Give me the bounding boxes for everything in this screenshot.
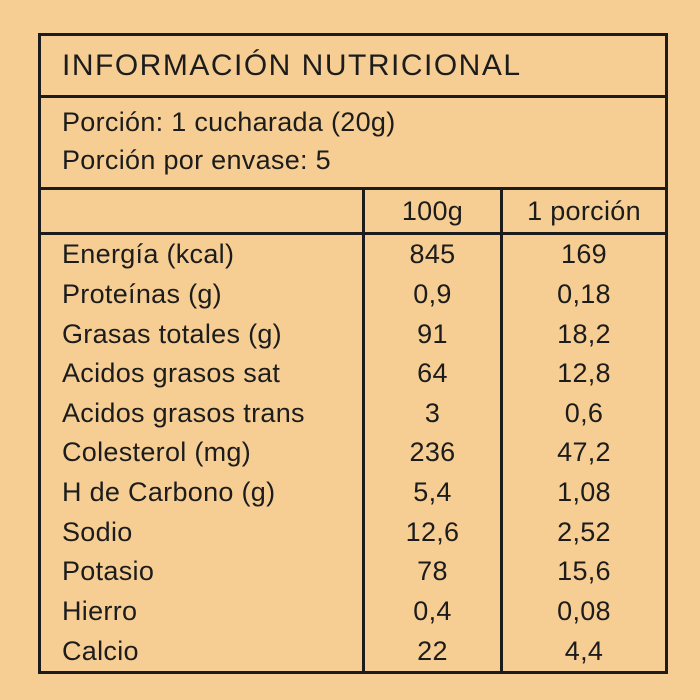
nutrition-facts-panel: INFORMACIÓN NUTRICIONAL Porción: 1 cucha… [38, 33, 668, 674]
row-sodio-name: Sodio [62, 516, 133, 547]
row-proteinas-100g: 0,9 [362, 274, 500, 315]
row-potasio-name: Potasio [62, 556, 155, 587]
row-grasos-trans-name: Acidos grasos trans [62, 397, 305, 428]
row-calcio-portion: 4,4 [500, 631, 665, 671]
row-grasas-totales-100g: 91 [362, 314, 500, 354]
row-colesterol-name: Colesterol (mg) [62, 437, 252, 468]
row-energia-name: Energía (kcal) [62, 239, 235, 270]
row-grasos-sat-100g: 64 [362, 353, 500, 394]
nutrition-grid: 100g 1 porción Energía (kcal) 845 169 Pr… [41, 190, 665, 671]
row-carbono-name: H de Carbono (g) [62, 477, 276, 508]
row-colesterol-100g: 236 [362, 433, 500, 473]
servings-per-container-line: Porción por envase: 5 [62, 145, 331, 175]
column-header-nutrient [41, 190, 362, 235]
row-potasio-portion: 15,6 [500, 552, 665, 592]
row-sodio-100g: 12,6 [362, 512, 500, 553]
row-grasos-trans-100g: 3 [362, 393, 500, 434]
row-energia-portion: 169 [500, 235, 665, 275]
row-hierro-name: Hierro [62, 596, 138, 627]
row-hierro-100g: 0,4 [362, 591, 500, 632]
row-energia-100g: 845 [362, 235, 500, 275]
row-grasas-totales-portion: 18,2 [500, 314, 665, 354]
serving-info: Porción: 1 cucharada (20g) Porción por e… [41, 98, 665, 190]
column-header-100g: 100g [362, 190, 500, 235]
row-grasas-totales-name: Grasas totales (g) [62, 318, 282, 349]
row-proteinas-portion: 0,18 [500, 274, 665, 315]
column-header-portion: 1 porción [500, 190, 665, 235]
row-calcio-100g: 22 [362, 631, 500, 671]
row-potasio-100g: 78 [362, 552, 500, 592]
row-grasos-sat-portion: 12,8 [500, 353, 665, 394]
row-carbono-100g: 5,4 [362, 472, 500, 513]
row-grasos-trans-portion: 0,6 [500, 393, 665, 434]
row-proteinas-name: Proteínas (g) [62, 278, 222, 309]
row-carbono-portion: 1,08 [500, 472, 665, 513]
row-colesterol-portion: 47,2 [500, 433, 665, 473]
panel-title: INFORMACIÓN NUTRICIONAL [41, 36, 665, 98]
row-hierro-portion: 0,08 [500, 591, 665, 632]
row-calcio-name: Calcio [62, 635, 139, 666]
serving-size-line: Porción: 1 cucharada (20g) [62, 107, 396, 137]
row-sodio-portion: 2,52 [500, 512, 665, 553]
row-grasos-sat-name: Acidos grasos sat [62, 358, 281, 389]
